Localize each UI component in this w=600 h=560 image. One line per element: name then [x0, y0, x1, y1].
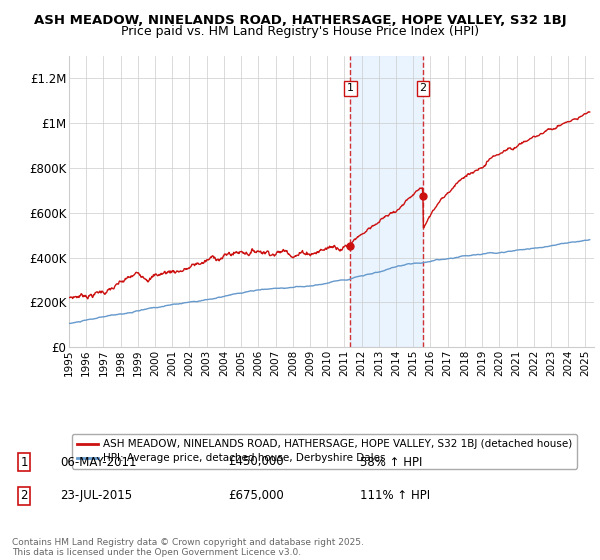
Text: Price paid vs. HM Land Registry's House Price Index (HPI): Price paid vs. HM Land Registry's House … — [121, 25, 479, 38]
Text: 111% ↑ HPI: 111% ↑ HPI — [360, 489, 430, 502]
Text: 2: 2 — [419, 83, 427, 94]
Text: 23-JUL-2015: 23-JUL-2015 — [60, 489, 132, 502]
Text: ASH MEADOW, NINELANDS ROAD, HATHERSAGE, HOPE VALLEY, S32 1BJ: ASH MEADOW, NINELANDS ROAD, HATHERSAGE, … — [34, 14, 566, 27]
Text: 1: 1 — [347, 83, 354, 94]
Legend: ASH MEADOW, NINELANDS ROAD, HATHERSAGE, HOPE VALLEY, S32 1BJ (detached house), H: ASH MEADOW, NINELANDS ROAD, HATHERSAGE, … — [71, 434, 577, 469]
Text: 06-MAY-2011: 06-MAY-2011 — [60, 455, 137, 469]
Text: 1: 1 — [20, 455, 28, 469]
Bar — [350, 56, 423, 347]
Text: £675,000: £675,000 — [228, 489, 284, 502]
Text: 2: 2 — [20, 489, 28, 502]
Text: £450,000: £450,000 — [228, 455, 284, 469]
Text: 58% ↑ HPI: 58% ↑ HPI — [360, 455, 422, 469]
Text: Contains HM Land Registry data © Crown copyright and database right 2025.
This d: Contains HM Land Registry data © Crown c… — [12, 538, 364, 557]
